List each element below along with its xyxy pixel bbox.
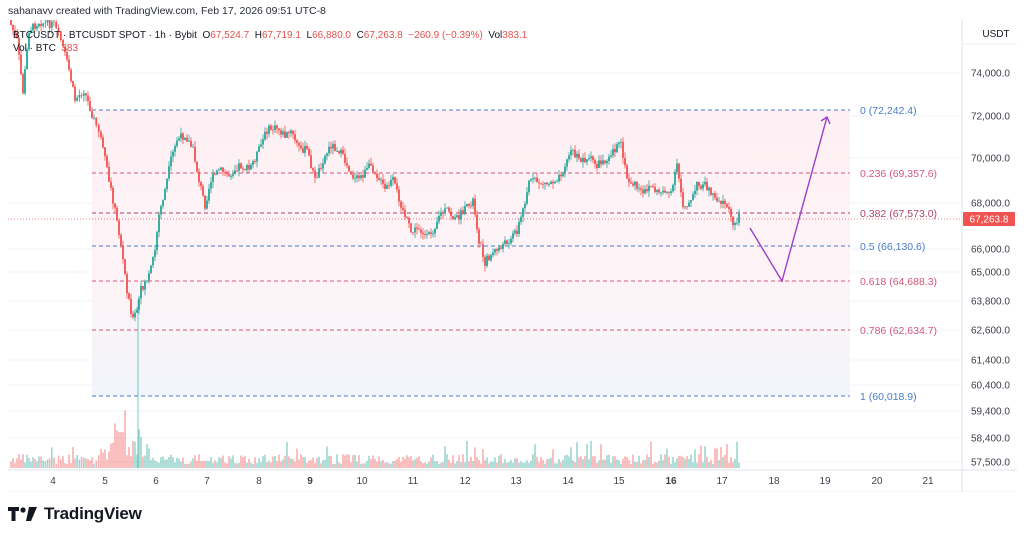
date-tick-label: 11 xyxy=(408,476,419,487)
time-axis: 4 5 6 7 8 9 10 11 12 13 14 15 16 17 18 19 20 21 xyxy=(50,476,934,487)
fib-level-label: 0 (72,242.4) xyxy=(860,105,917,117)
svg-text:67,263.8: 67,263.8 xyxy=(970,215,1009,226)
date-tick-label: 20 xyxy=(871,476,883,487)
open-value: 67,524.7 xyxy=(210,30,250,41)
fib-level-label: 1 (60,018.9) xyxy=(860,391,917,403)
chart-credit: sahanavv created with TradingView.com, F… xyxy=(8,5,326,17)
price-tick-label: 61,400.0 xyxy=(971,356,1010,367)
date-tick-label: 18 xyxy=(768,476,780,487)
fib-level-label: 0.236 (69,357.6) xyxy=(860,168,937,180)
tradingview-logo-icon xyxy=(8,507,37,521)
change-value: −260.9 (−0.39%) xyxy=(408,30,483,41)
volume-series-value: 383 xyxy=(61,43,79,54)
date-tick-label: 14 xyxy=(562,476,574,487)
tradingview-logo[interactable]: TradingView xyxy=(8,504,142,524)
date-tick-label: 15 xyxy=(613,476,625,487)
volume-value: 383.1 xyxy=(502,30,528,41)
fibonacci-zone xyxy=(92,110,850,396)
volume-series-row[interactable]: Vol · BTC 383 xyxy=(13,42,527,55)
fib-level-label: 0.5 (66,130.6) xyxy=(860,241,925,253)
price-tick-label: 66,000.0 xyxy=(971,245,1010,256)
date-tick-label: 19 xyxy=(819,476,831,487)
date-tick-label: 10 xyxy=(356,476,368,487)
price-tick-label: 70,000.0 xyxy=(971,154,1010,165)
date-tick-label: 16 xyxy=(665,476,677,487)
date-tick-label: 4 xyxy=(50,476,56,487)
high-value: 67,719.1 xyxy=(262,30,301,41)
current-price-badge: 67,263.8 xyxy=(963,212,1015,226)
arrowhead-icon xyxy=(820,115,831,125)
low-value: 66,880.0 xyxy=(312,30,351,41)
fib-level-label: 0.382 (67,573.0) xyxy=(860,208,937,220)
price-tick-label: 60,400.0 xyxy=(971,381,1010,392)
symbol-row[interactable]: BTCUSDT · BTCUSDT SPOT · 1h · Bybit O67,… xyxy=(13,30,528,41)
date-tick-label: 6 xyxy=(153,476,159,487)
currency-label[interactable]: USDT xyxy=(982,29,1010,40)
price-tick-label: 57,500.0 xyxy=(971,458,1010,469)
brand-name: TradingView xyxy=(44,504,142,523)
volume-series-label[interactable]: Vol · BTC xyxy=(13,43,56,54)
date-tick-label: 17 xyxy=(716,476,728,487)
fib-level-label: 0.786 (62,634.7) xyxy=(860,325,937,337)
price-axis: 74,000.0 72,000.0 70,000.0 68,000.0 66,000.0… xyxy=(971,69,1010,469)
symbol-label[interactable]: BTCUSDT · BTCUSDT SPOT · 1h · Bybit xyxy=(13,30,197,41)
date-tick-label: 5 xyxy=(102,476,108,487)
volume-bars xyxy=(10,410,740,468)
date-tick-label: 21 xyxy=(922,476,934,487)
chart-legend: BTCUSDT · BTCUSDT SPOT · 1h · Bybit O67,… xyxy=(13,29,527,55)
price-tick-label: 68,000.0 xyxy=(971,199,1010,210)
date-tick-label: 9 xyxy=(307,476,313,487)
price-chart[interactable]: 0 (72,242.4) 0.236 (69,357.6) 0.382 (67,57… xyxy=(7,20,1017,492)
date-tick-label: 13 xyxy=(510,476,522,487)
date-tick-label: 8 xyxy=(256,476,262,487)
date-tick-label: 12 xyxy=(459,476,471,487)
chart-area[interactable]: 0 (72,242.4) 0.236 (69,357.6) 0.382 (67,57… xyxy=(7,20,1017,492)
close-value: 67,263.8 xyxy=(363,30,403,41)
price-tick-label: 62,600.0 xyxy=(971,326,1010,337)
price-tick-label: 59,400.0 xyxy=(971,407,1010,418)
price-tick-label: 72,000.0 xyxy=(971,112,1010,123)
date-tick-label: 7 xyxy=(204,476,210,487)
price-tick-label: 65,000.0 xyxy=(971,268,1010,279)
projection-path xyxy=(749,116,828,283)
candlesticks xyxy=(10,20,740,468)
fibonacci-retracement: 0 (72,242.4) 0.236 (69,357.6) 0.382 (67,57… xyxy=(92,105,937,403)
fib-level-label: 0.618 (64,688.3) xyxy=(860,276,937,288)
price-tick-label: 63,800.0 xyxy=(971,297,1010,308)
price-tick-label: 58,400.0 xyxy=(971,434,1010,445)
price-tick-label: 74,000.0 xyxy=(971,69,1010,80)
